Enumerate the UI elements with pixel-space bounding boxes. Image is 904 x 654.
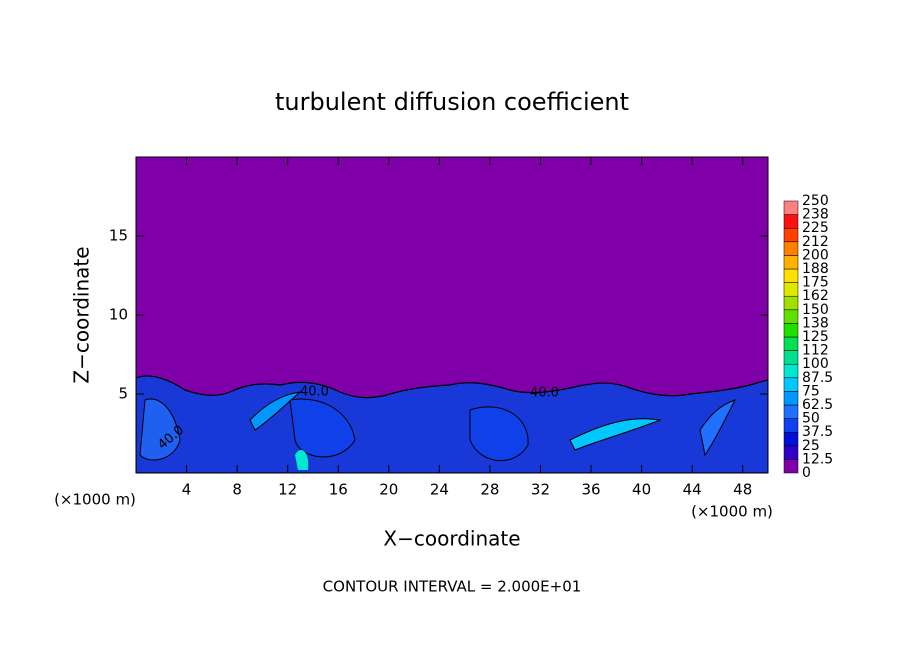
- colorbar-band: [783, 200, 799, 215]
- colorbar-band: [783, 418, 799, 433]
- colorbar-band: [783, 282, 799, 297]
- eddy: [139, 398, 181, 461]
- colorbar-label: 238: [802, 207, 829, 223]
- x-tick-label: 32: [531, 481, 550, 499]
- colorbar-label: 12.5: [802, 451, 833, 467]
- footer-note: CONTOUR INTERVAL = 2.000E+01: [323, 578, 582, 596]
- x-tick-label: 48: [733, 481, 752, 499]
- contour-label: 40.0: [530, 386, 559, 401]
- eddy: [469, 406, 529, 461]
- colorbar-band: [783, 323, 799, 338]
- chart-title: turbulent diffusion coefficient: [275, 88, 629, 116]
- x-tick-label: 44: [683, 481, 702, 499]
- colorbar-band: [783, 391, 799, 406]
- y-tick-label: 5: [118, 385, 128, 403]
- x-tick-label: 28: [480, 481, 499, 499]
- colorbar-label: 250: [802, 193, 829, 209]
- y-tick-label: 15: [109, 227, 128, 245]
- eddy: [295, 450, 309, 470]
- colorbar-label: 125: [802, 329, 829, 345]
- x-tick-label: 4: [182, 481, 192, 499]
- colorbar-band: [783, 336, 799, 351]
- x-tick-label: 8: [232, 481, 242, 499]
- x-axis-label: X−coordinate: [383, 527, 520, 551]
- colorbar-label: 138: [802, 315, 829, 331]
- colorbar-band: [783, 404, 799, 419]
- x-tick-label: 12: [278, 481, 297, 499]
- y-axis-label: Z−coordinate: [70, 246, 94, 383]
- eddy: [249, 391, 302, 431]
- colorbar-band: [783, 241, 799, 256]
- colorbar-band: [783, 255, 799, 270]
- colorbar-band: [783, 214, 799, 229]
- colorbar-label: 87.5: [802, 370, 833, 386]
- colorbar-label: 212: [802, 234, 829, 250]
- colorbar-label: 62.5: [802, 397, 833, 413]
- colorbar-label: 175: [802, 275, 829, 291]
- colorbar-label: 150: [802, 302, 829, 318]
- colorbar-band: [783, 445, 799, 460]
- colorbar-label: 200: [802, 247, 829, 263]
- x-tick-label: 24: [430, 481, 449, 499]
- colorbar-label: 112: [802, 343, 829, 359]
- contour-label: 40.0: [300, 385, 329, 400]
- colorbar-label: 162: [802, 288, 829, 304]
- eddy: [699, 399, 736, 457]
- colorbar-band: [783, 227, 799, 243]
- x-unit: (×1000 m): [691, 503, 773, 521]
- colorbar-label: 225: [802, 220, 829, 236]
- colorbar-label: 37.5: [802, 424, 833, 440]
- colorbar-band: [783, 363, 799, 379]
- x-tick-label: 20: [379, 481, 398, 499]
- colorbar-label: 0: [802, 465, 811, 481]
- colorbar-label: 50: [802, 411, 820, 427]
- colorbar-label: 25: [802, 438, 820, 454]
- y-tick-label: 10: [109, 306, 128, 324]
- x-unit: (×1000 m): [54, 491, 136, 509]
- colorbar-band: [783, 295, 799, 311]
- x-tick-label: 40: [632, 481, 651, 499]
- colorbar-band: [783, 377, 799, 392]
- x-tick-label: 16: [329, 481, 348, 499]
- turbulent-region: [136, 375, 768, 473]
- colorbar-label: 75: [802, 383, 820, 399]
- colorbar-band: [783, 350, 799, 365]
- colorbar-band: [783, 459, 799, 474]
- colorbar-band: [783, 268, 799, 283]
- x-tick-label: 36: [581, 481, 600, 499]
- eddy: [569, 418, 662, 451]
- colorbar-label: 188: [802, 261, 829, 277]
- colorbar-band: [783, 309, 799, 324]
- colorbar-band: [783, 431, 799, 447]
- colorbar-label: 100: [802, 356, 829, 372]
